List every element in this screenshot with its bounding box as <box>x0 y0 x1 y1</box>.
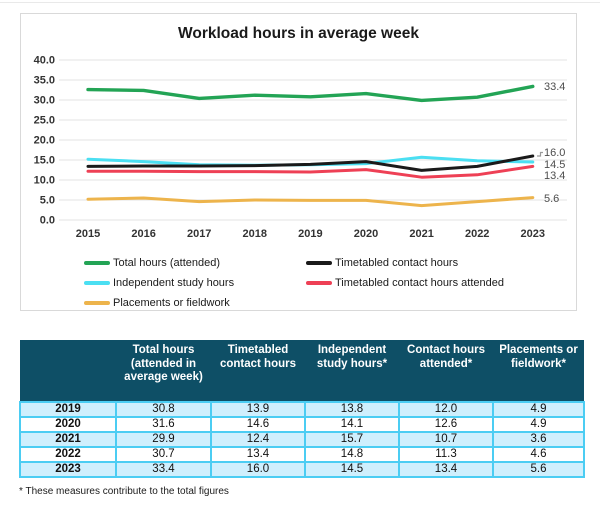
value-cell: 31.6 <box>115 416 212 433</box>
legend-item: Timetabled contact hours attended <box>306 273 504 293</box>
year-cell: 2020 <box>19 416 117 433</box>
workload-data-table: Total hours (attended in average week) T… <box>19 340 585 478</box>
value-cell: 13.8 <box>304 401 400 418</box>
value-cell: 3.6 <box>492 431 585 448</box>
table-footnote: * These measures contribute to the total… <box>19 486 229 497</box>
table-row-2020: 2020 31.6 14.6 14.1 12.6 4.9 <box>19 416 585 433</box>
legend-label: Timetabled contact hours attended <box>335 277 504 289</box>
series-end-label: 13.4 <box>544 170 565 182</box>
page-top-divider <box>0 2 600 3</box>
year-cell: 2022 <box>19 446 117 463</box>
table-header-row: Total hours (attended in average week) T… <box>20 340 584 402</box>
x-tick-label: 2016 <box>131 228 155 240</box>
value-cell: 14.8 <box>304 446 400 463</box>
table-row-2019: 2019 30.8 13.9 13.8 12.0 4.9 <box>19 401 585 418</box>
table-row-2021: 2021 29.9 12.4 15.7 10.7 3.6 <box>19 431 585 448</box>
x-tick-label: 2017 <box>187 228 211 240</box>
value-cell: 30.8 <box>115 401 212 418</box>
y-tick-label: 35.0 <box>34 75 55 87</box>
legend-line-swatch <box>84 281 110 285</box>
series-end-label: 5.6 <box>544 193 559 205</box>
value-cell: 12.4 <box>210 431 306 448</box>
legend-item: Timetabled contact hours <box>306 253 504 273</box>
series-end-label: 16.0 <box>544 147 565 159</box>
x-tick-label: 2015 <box>76 228 100 240</box>
table-row-2023: 2023 33.4 16.0 14.5 13.4 5.6 <box>19 461 585 478</box>
value-cell: 13.9 <box>210 401 306 418</box>
legend-label: Independent study hours <box>113 277 235 289</box>
value-cell: 4.6 <box>492 446 585 463</box>
value-cell: 12.0 <box>398 401 494 418</box>
legend-label: Placements or fieldwork <box>113 297 230 309</box>
value-cell: 11.3 <box>398 446 494 463</box>
value-cell: 4.9 <box>492 401 585 418</box>
series-line <box>86 154 535 172</box>
x-tick-label: 2023 <box>521 228 545 240</box>
x-tick-label: 2019 <box>298 228 322 240</box>
value-cell: 13.4 <box>398 461 494 478</box>
x-tick-label: 2018 <box>243 228 267 240</box>
x-tick-label: 2022 <box>465 228 489 240</box>
workload-chart-panel: 40.0 35.0 30.0 25.0 20.0 15.0 10.0 5.0 0.0 2015 20… <box>20 13 577 311</box>
legend-line-swatch <box>84 301 110 305</box>
value-cell: 29.9 <box>115 431 212 448</box>
year-cell: 2021 <box>19 431 117 448</box>
header-contact-attended: Contact hours attended* <box>399 340 493 402</box>
header-placements: Placements or fieldwork* <box>493 340 584 402</box>
legend-line-swatch <box>84 261 110 265</box>
legend-label: Timetabled contact hours <box>335 257 459 269</box>
header-total-hours: Total hours (attended in average week) <box>116 340 211 402</box>
year-cell: 2019 <box>19 401 117 418</box>
value-cell: 16.0 <box>210 461 306 478</box>
header-blank <box>20 340 116 402</box>
end-label-leader-line <box>537 151 543 157</box>
legend-item: Placements or fieldwork <box>84 293 306 313</box>
y-tick-label: 0.0 <box>40 215 55 227</box>
header-independent-study: Independent study hours* <box>305 340 399 402</box>
y-tick-label: 25.0 <box>34 115 55 127</box>
series-line <box>86 164 535 179</box>
year-cell: 2023 <box>19 461 117 478</box>
legend-line-swatch <box>306 261 332 265</box>
y-tick-label: 5.0 <box>40 195 55 207</box>
legend-item: Independent study hours <box>84 273 306 293</box>
y-tick-label: 20.0 <box>34 135 55 147</box>
y-tick-label: 15.0 <box>34 155 55 167</box>
value-cell: 30.7 <box>115 446 212 463</box>
series-line <box>86 196 535 208</box>
x-tick-label: 2021 <box>409 228 433 240</box>
legend-item: Total hours (attended) <box>84 253 306 273</box>
series-end-label: 14.5 <box>544 159 565 171</box>
legend-line-swatch <box>306 281 332 285</box>
value-cell: 14.1 <box>304 416 400 433</box>
value-cell: 12.6 <box>398 416 494 433</box>
legend-label: Total hours (attended) <box>113 257 221 269</box>
table-row-2022: 2022 30.7 13.4 14.8 11.3 4.6 <box>19 446 585 463</box>
workload-line-chart: 40.0 35.0 30.0 25.0 20.0 15.0 10.0 5.0 0.0 2015 20… <box>34 55 567 240</box>
value-cell: 5.6 <box>492 461 585 478</box>
value-cell: 13.4 <box>210 446 306 463</box>
header-timetabled-contact: Timetabled contact hours <box>211 340 305 402</box>
x-tick-label: 2020 <box>354 228 378 240</box>
value-cell: 10.7 <box>398 431 494 448</box>
chart-legend: Total hours (attended) Independent study … <box>84 253 504 313</box>
series-line <box>86 84 535 103</box>
value-cell: 14.5 <box>304 461 400 478</box>
value-cell: 15.7 <box>304 431 400 448</box>
series-end-label: 33.4 <box>544 81 565 93</box>
y-tick-label: 40.0 <box>34 55 55 67</box>
chart-title: Workload hours in average week <box>178 25 419 42</box>
y-tick-label: 30.0 <box>34 95 55 107</box>
value-cell: 33.4 <box>115 461 212 478</box>
value-cell: 14.6 <box>210 416 306 433</box>
y-tick-label: 10.0 <box>34 175 55 187</box>
value-cell: 4.9 <box>492 416 585 433</box>
